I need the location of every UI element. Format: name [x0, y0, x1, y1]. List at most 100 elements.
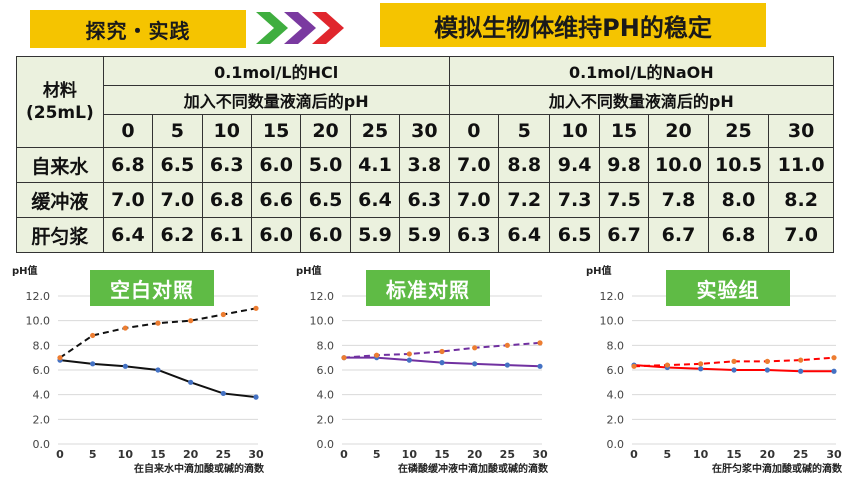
material-cell: 肝匀浆: [16, 217, 104, 253]
y-tick-label: 0.0: [607, 438, 625, 451]
series-line-1: [59, 307, 257, 359]
hcl-drops-20: 20: [300, 114, 351, 148]
hcl-value-cell: 6.4: [349, 182, 401, 218]
data-point: [472, 345, 478, 351]
naoh-value-cell: 6.5: [549, 217, 600, 253]
naoh-value-cell: 6.7: [598, 217, 650, 253]
label-blank-control: 空白对照: [90, 270, 214, 306]
data-point: [253, 394, 259, 400]
data-point: [122, 363, 128, 369]
y-axis-label: pH值: [586, 264, 612, 277]
y-tick-label: 8.0: [33, 339, 51, 352]
naoh-value-cell: 7.0: [448, 182, 500, 218]
hcl-value-cell: 5.0: [300, 147, 351, 183]
y-tick-label: 10.0: [600, 315, 625, 328]
x-axis-label: 在磷酸缓冲液中滴加酸或碱的滴数: [398, 462, 549, 475]
data-point: [90, 361, 96, 367]
naoh-value-cell: 7.5: [598, 182, 650, 218]
drops-header-row: 0 5 10 15 20 25 30 0 5 10 15 20 25 30: [17, 114, 834, 148]
naoh-drops-5: 5: [498, 114, 551, 148]
data-point: [537, 340, 543, 346]
data-point: [188, 318, 194, 324]
ph-data-table: 材料 (25mL) 0.1mol/L的HCl 0.1mol/L的NaOH 加入不同…: [16, 56, 835, 253]
chevron-purple-icon: [284, 12, 316, 44]
data-point: [472, 361, 478, 367]
data-point: [664, 362, 670, 368]
x-tick-label: 30: [248, 448, 264, 461]
hcl-value-cell: 6.4: [102, 217, 154, 253]
data-point: [698, 361, 704, 367]
data-point: [698, 366, 704, 372]
y-tick-label: 4.0: [607, 389, 625, 402]
naoh-value-cell: 9.4: [549, 147, 600, 183]
naoh-value-cell: 11.0: [768, 147, 834, 183]
data-point: [57, 355, 63, 361]
data-point: [406, 351, 412, 357]
x-tick-label: 25: [500, 448, 515, 461]
naoh-value-cell: 9.8: [598, 147, 650, 183]
hcl-value-cell: 6.8: [201, 182, 252, 218]
data-point: [764, 358, 770, 364]
hcl-value-cell: 6.0: [300, 217, 351, 253]
hcl-value-cell: 6.8: [102, 147, 154, 183]
y-tick-label: 12.0: [26, 290, 51, 303]
naoh-value-cell: 7.0: [448, 147, 500, 183]
hcl-drops-5: 5: [152, 114, 203, 148]
material-header: 材料 (25mL): [16, 56, 104, 148]
material-cell: 缓冲液: [16, 182, 104, 218]
x-tick-label: 0: [56, 448, 64, 461]
x-axis-label: 在肝匀浆中滴加酸或碱的滴数: [712, 462, 843, 475]
data-point: [90, 332, 96, 339]
data-point: [220, 390, 226, 397]
hcl-value-cell: 6.0: [250, 147, 302, 183]
data-point: [188, 379, 194, 385]
data-point: [341, 355, 347, 361]
data-point: [122, 325, 128, 331]
hcl-drops-10: 10: [201, 114, 252, 148]
hcl-value-cell: 4.1: [349, 147, 401, 183]
x-tick-label: 20: [183, 448, 199, 461]
y-axis-label: pH值: [296, 264, 322, 277]
hcl-drops-30: 30: [399, 114, 450, 148]
x-tick-label: 10: [118, 448, 134, 461]
x-tick-label: 15: [726, 448, 741, 461]
data-point: [253, 305, 259, 311]
y-tick-label: 8.0: [607, 339, 625, 352]
data-point: [439, 360, 445, 366]
hcl-value-cell: 6.6: [250, 182, 302, 218]
naoh-value-cell: 6.8: [707, 217, 770, 253]
hcl-value-cell: 6.3: [201, 147, 252, 183]
naoh-value-cell: 7.3: [549, 182, 600, 218]
y-tick-label: 6.0: [317, 364, 335, 377]
naoh-value-cell: 8.0: [707, 182, 770, 218]
data-point: [831, 368, 837, 374]
x-tick-label: 10: [402, 448, 418, 461]
x-tick-label: 30: [532, 448, 548, 461]
naoh-value-cell: 7.0: [768, 217, 834, 253]
data-point: [798, 357, 804, 363]
data-point: [831, 355, 837, 361]
data-point: [537, 363, 543, 369]
x-tick-label: 25: [793, 448, 808, 461]
naoh-value-cell: 10.0: [648, 147, 709, 183]
y-tick-label: 6.0: [33, 364, 51, 377]
table-row: 肝匀浆 6.4 6.2 6.1 6.0 6.0 5.9 5.9 6.3 6.4 6.5 6.7 6.7 6…: [16, 217, 834, 253]
naoh-drops-20: 20: [648, 114, 709, 148]
x-tick-label: 20: [467, 448, 483, 461]
naoh-value-cell: 6.3: [448, 217, 500, 253]
x-tick-label: 10: [693, 448, 709, 461]
table-row: 自来水 6.8 6.5 6.3 6.0 5.0 4.1 3.8 7.0 8.8 9.4 9.8 10.0…: [16, 147, 834, 183]
x-tick-label: 15: [434, 448, 449, 461]
naoh-subtitle: 加入不同数量液滴后的pH: [448, 85, 835, 115]
material-cell: 自来水: [16, 147, 104, 183]
hcl-value-cell: 7.0: [102, 182, 154, 218]
hcl-value-cell: 6.0: [250, 217, 302, 253]
x-tick-label: 25: [216, 448, 231, 461]
naoh-drops-0: 0: [448, 114, 500, 148]
y-tick-label: 2.0: [607, 413, 625, 426]
x-tick-label: 30: [826, 448, 842, 461]
y-tick-label: 2.0: [33, 413, 51, 426]
x-tick-label: 0: [630, 448, 638, 461]
data-point: [439, 348, 445, 355]
naoh-value-cell: 7.8: [648, 182, 709, 218]
